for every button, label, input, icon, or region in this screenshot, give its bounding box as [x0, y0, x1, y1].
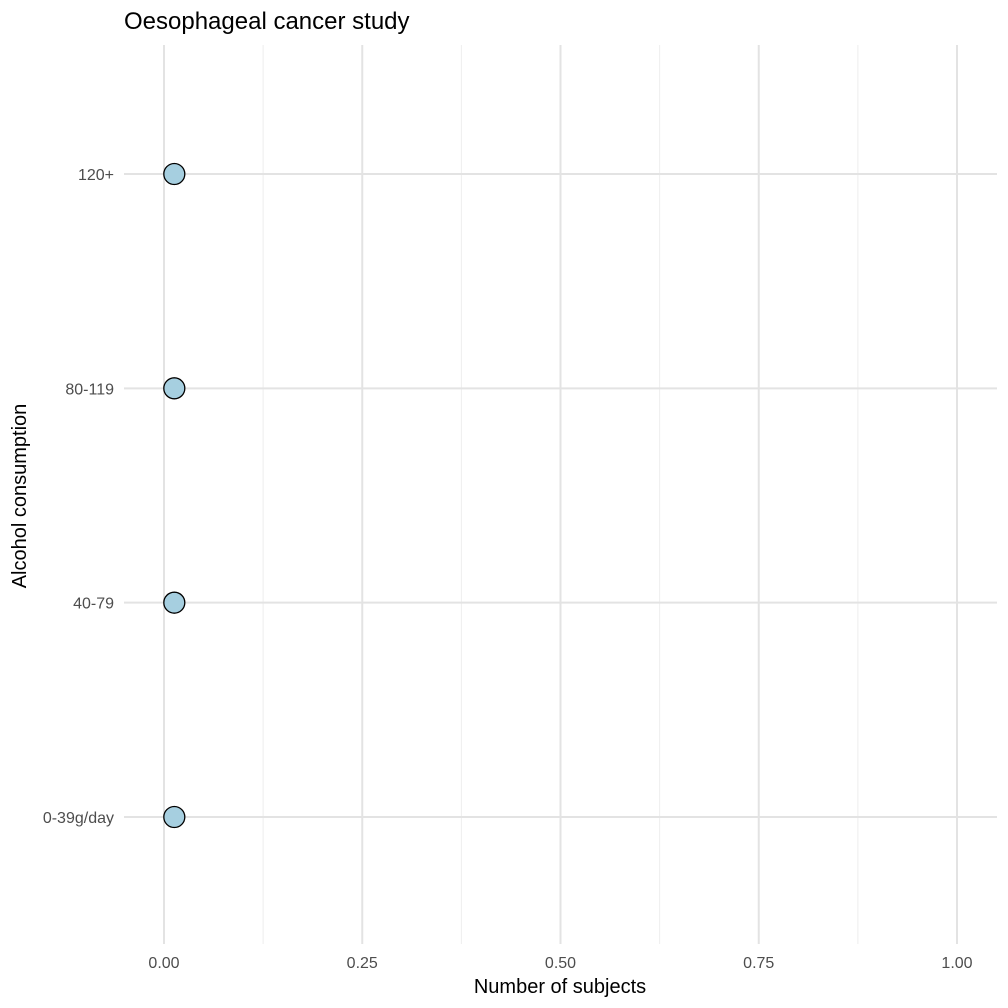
y-tick-label: 120+ [78, 167, 114, 184]
x-axis-title: Number of subjects [474, 976, 646, 998]
y-axis-title: Alcohol consumption [9, 404, 31, 589]
chart-title: Oesophageal cancer study [124, 8, 410, 35]
data-point [163, 162, 186, 186]
y-tick-label: 40-79 [73, 596, 114, 613]
data-point [163, 805, 186, 829]
x-tick-label: 0.75 [743, 955, 774, 972]
y-tick-label: 0-39g/day [43, 810, 114, 827]
y-tick-labels: 0-39g/day 40-79 80-119 120+ [43, 167, 114, 827]
data-points [163, 162, 186, 829]
data-point [163, 591, 186, 614]
x-tick-label: 1.00 [941, 955, 972, 972]
x-tick-labels: 0.00 0.25 0.50 0.75 1.00 [148, 955, 972, 972]
y-tick-label: 80-119 [65, 381, 114, 398]
x-tick-label: 0.25 [347, 955, 378, 972]
x-tick-label: 0.50 [545, 955, 576, 972]
x-tick-label: 0.00 [148, 955, 179, 972]
grid [124, 45, 997, 944]
data-point [163, 377, 186, 400]
